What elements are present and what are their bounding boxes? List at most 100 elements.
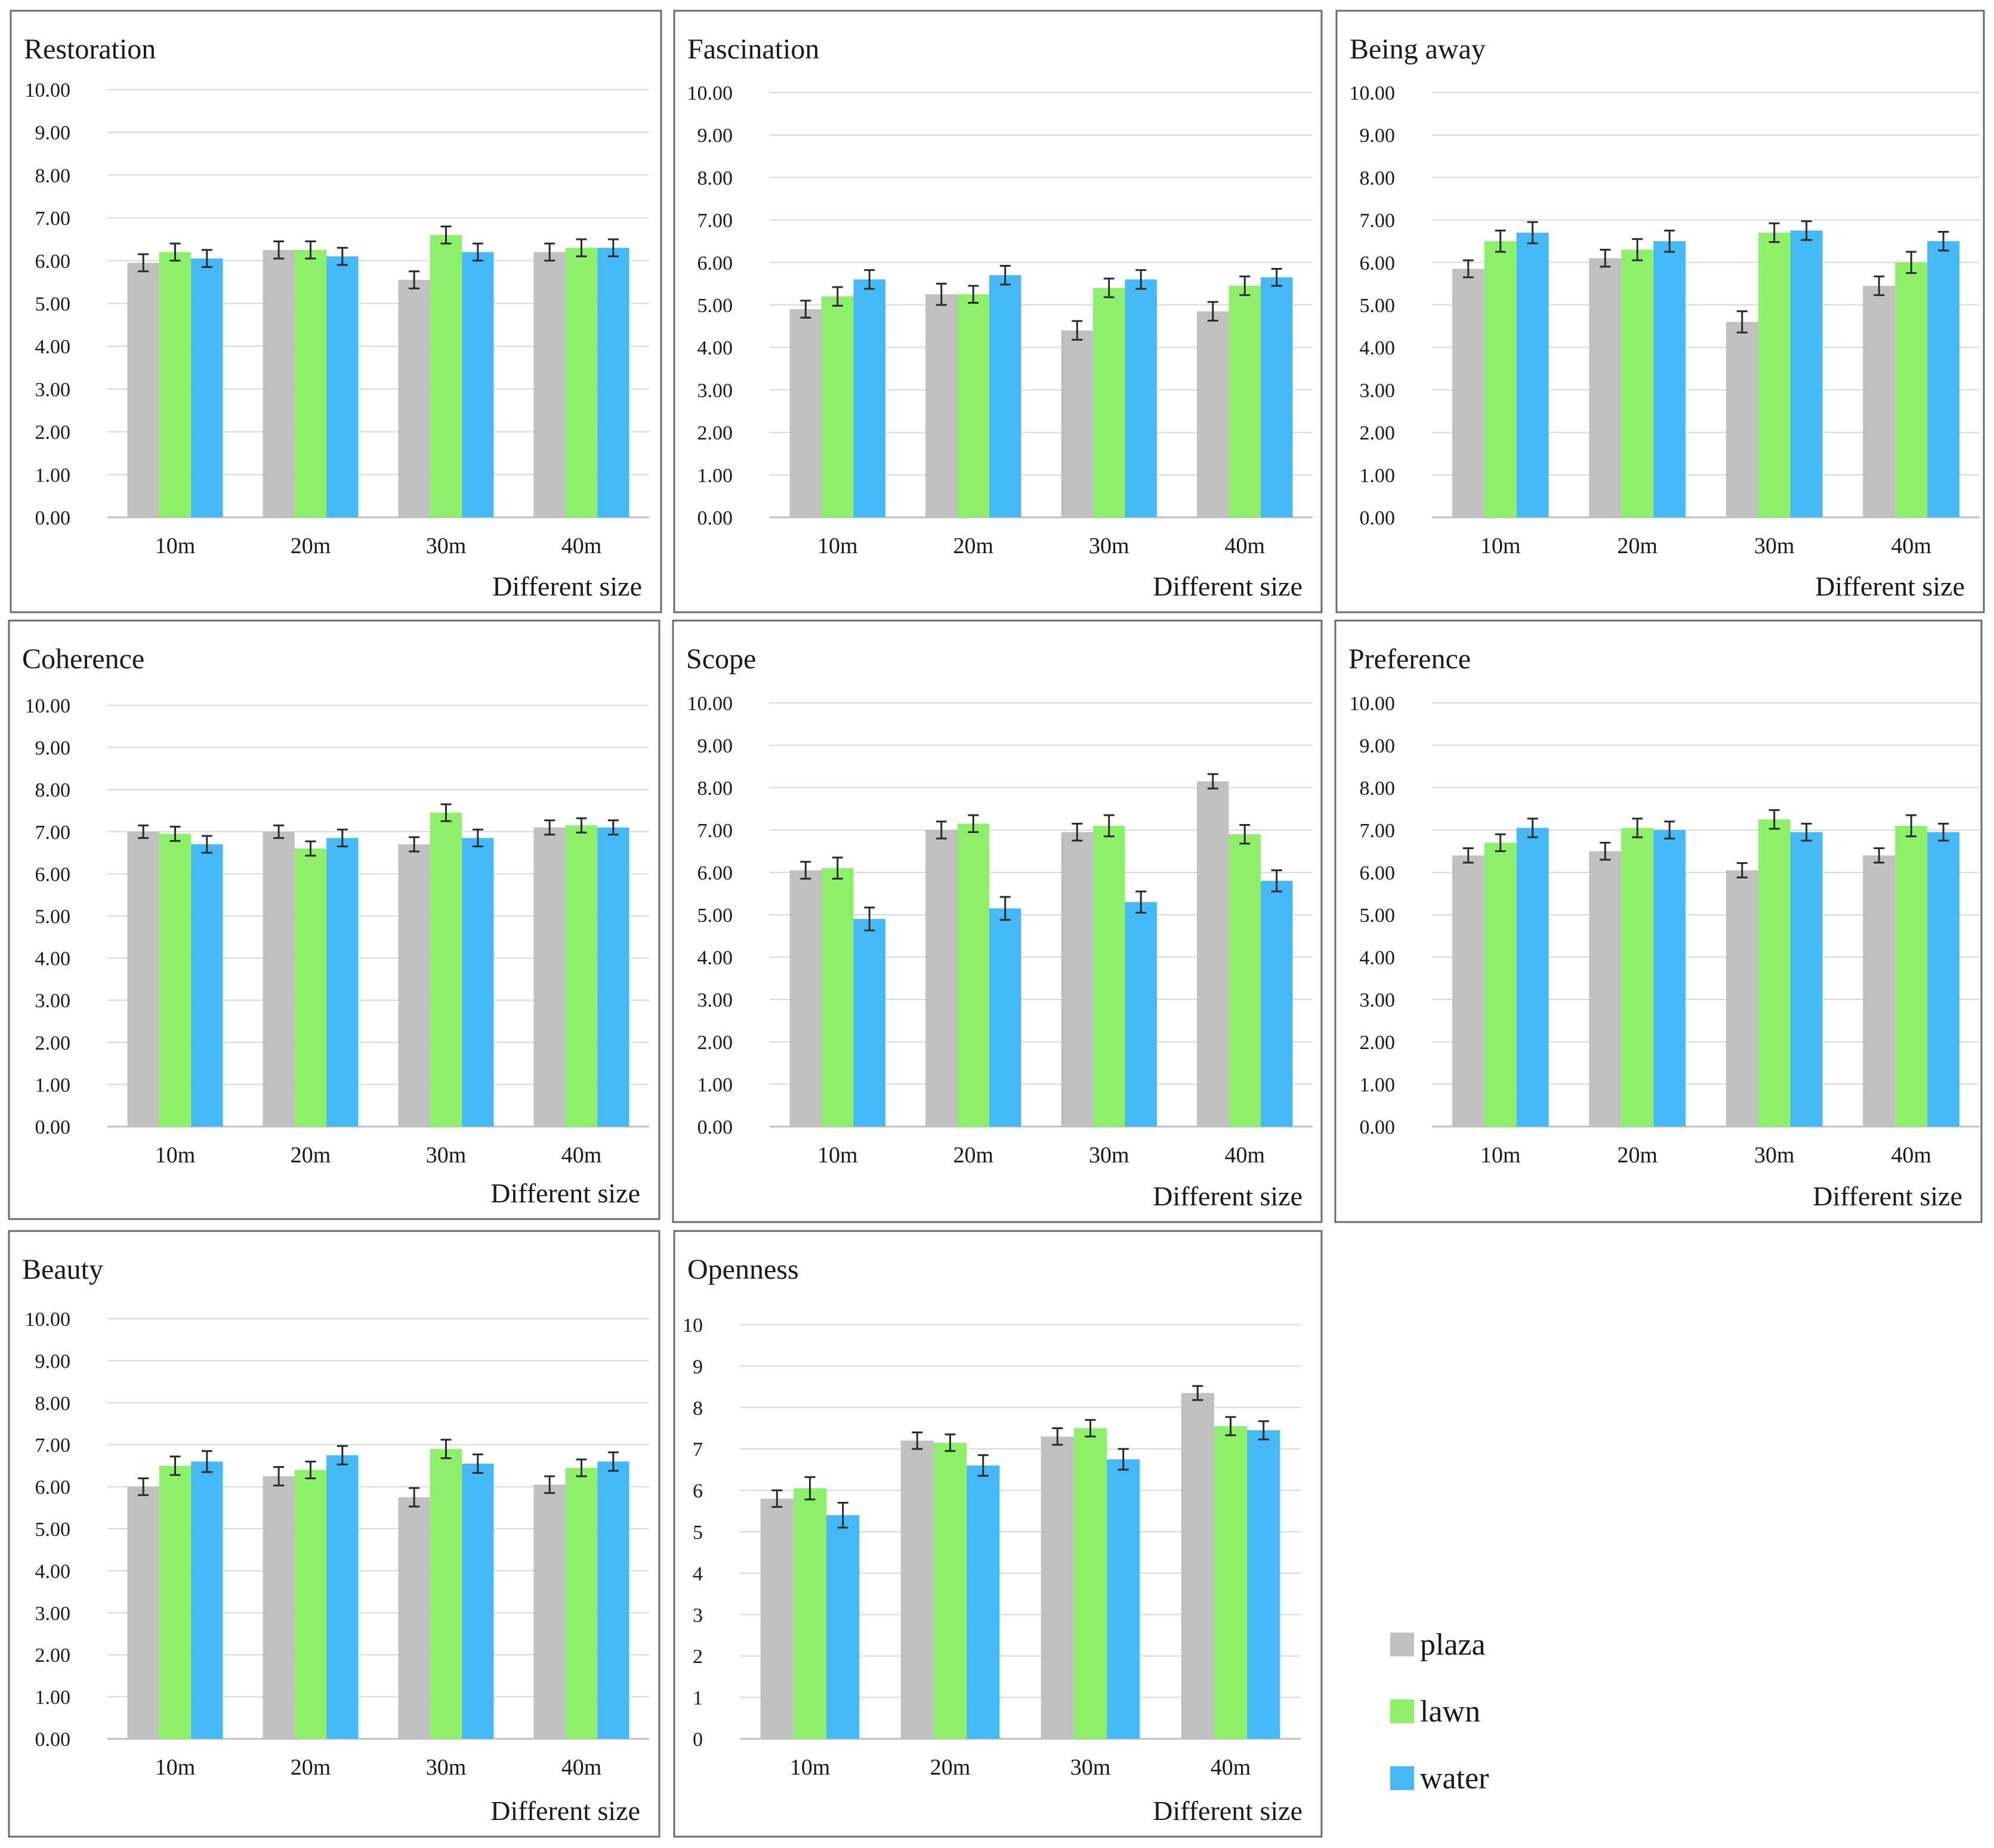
y-tick-label: 6.00 [35,1477,71,1499]
y-tick-label: 9.00 [35,122,71,144]
bar-plaza [533,827,566,1127]
bar-water [326,838,359,1127]
y-tick-label: 5.00 [35,294,71,316]
bar-plaza [127,831,159,1127]
y-tick-label: 4.00 [697,947,733,969]
y-tick-label: 7 [693,1439,703,1461]
bar-plaza [1589,258,1622,517]
y-tick-label: 7.00 [1360,210,1396,232]
bar-plaza [789,870,822,1127]
y-tick-label: 2.00 [1360,1032,1396,1054]
y-tick-label: 3.00 [697,380,733,402]
bar-water [191,258,223,517]
chart-title: Preference [1348,643,1471,675]
bar-water [1125,279,1157,517]
bar-water [967,1465,1000,1739]
y-tick-label: 8.00 [35,165,71,187]
x-tick-label: 20m [953,533,993,559]
bar-water [191,1461,223,1739]
y-tick-label: 4.00 [697,337,733,359]
y-tick-label: 10.00 [25,79,71,101]
bar-lawn [565,825,598,1127]
x-tick-label: 30m [1089,533,1129,559]
bar-lawn [430,1449,462,1739]
bar-lawn [1228,285,1261,517]
y-tick-label: 3.00 [1360,989,1396,1011]
bar-plaza [1197,781,1229,1127]
x-tick-label: 40m [1891,1143,1931,1168]
y-tick-label: 8.00 [697,167,733,189]
bar-plaza [1061,330,1094,517]
bar-plaza [925,294,958,517]
bar-plaza [127,263,159,517]
bar-plaza [1452,855,1484,1127]
bar-water [989,908,1021,1127]
bar-water [326,256,359,517]
chart-title: Being away [1350,33,1486,65]
y-tick-label: 1.00 [35,1074,71,1096]
y-tick-label: 9 [693,1356,703,1378]
bar-water [826,1515,860,1739]
y-tick-label: 10 [683,1315,703,1337]
y-tick-label: 0.00 [35,1116,71,1139]
y-tick-label: 6.00 [1360,862,1396,884]
bar-plaza [1181,1393,1214,1739]
bar-lawn [1758,819,1791,1127]
bar-lawn [159,1466,192,1739]
chart-beauty: Beauty 0.00 1.00 2.00 3.00 4.00 5.00 6.00 7.00 8.… [8,1230,660,1838]
y-tick-label: 4.00 [1360,947,1396,969]
x-tick-label: 40m [561,1143,602,1168]
x-tick-label: 20m [291,1755,331,1780]
y-tick-label: 9.00 [1360,735,1396,757]
bar-water [326,1455,359,1739]
y-tick-label: 3.00 [697,989,733,1011]
bar-water [853,279,885,517]
bar-plaza [1452,269,1484,517]
y-tick-label: 8.00 [35,1393,71,1415]
bar-water [191,844,223,1127]
bar-water [1247,1430,1280,1739]
y-tick-label: 7.00 [697,820,733,842]
y-tick-label: 4.00 [1360,337,1396,359]
y-tick-label: 1.00 [1360,1074,1396,1096]
y-tick-label: 9.00 [1360,125,1396,147]
y-tick-label: 5.00 [35,1519,71,1541]
y-tick-label: 2 [693,1646,703,1668]
bar-water [1125,902,1157,1127]
bar-plaza [925,830,958,1127]
bar-plaza [1589,851,1622,1127]
bar-lawn [294,249,327,517]
y-tick-label: 6.00 [1360,252,1396,274]
bar-water [1653,830,1686,1127]
bar-water [597,827,629,1127]
y-tick-label: 5.00 [35,906,71,928]
x-axis-label: Different size [1153,571,1302,601]
y-tick-label: 3.00 [35,379,71,401]
x-axis-label: Different size [492,571,642,601]
y-tick-label: 8.00 [35,779,71,801]
bar-plaza [760,1498,794,1739]
bar-water [597,1461,629,1739]
y-tick-label: 3.00 [35,990,71,1012]
bar-lawn [430,813,462,1127]
bar-plaza [1863,855,1896,1127]
x-tick-label: 20m [953,1143,993,1168]
x-tick-label: 10m [817,533,858,559]
x-tick-label: 30m [1754,1143,1795,1168]
bar-plaza [398,280,430,517]
bar-plaza [1061,832,1094,1127]
x-tick-label: 10m [790,1755,831,1780]
chart-preference: Preference 0.00 1.00 2.00 3.00 4.00 5.00 6.00 7.… [1334,619,1983,1223]
y-tick-label: 1.00 [35,1687,71,1709]
y-tick-label: 6.00 [697,862,733,884]
y-tick-label: 5.00 [1360,295,1396,317]
y-tick-label: 6.00 [35,251,71,273]
bar-lawn [294,1470,327,1739]
chart-title: Restoration [24,33,156,65]
y-tick-label: 3.00 [35,1603,71,1625]
x-tick-label: 40m [1224,1143,1265,1168]
y-tick-label: 10.00 [25,695,71,717]
bar-water [1653,241,1686,517]
bar-plaza [900,1440,934,1739]
